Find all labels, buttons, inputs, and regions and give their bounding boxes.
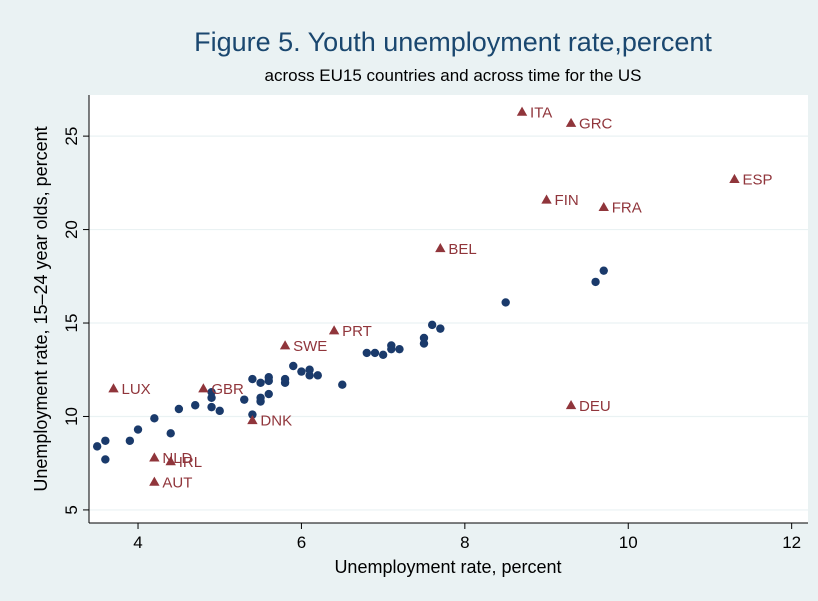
us-data-point	[501, 298, 510, 307]
point-label: IRL	[179, 454, 202, 471]
point-label: PRT	[342, 323, 372, 340]
point-label: FRA	[612, 200, 642, 217]
eu-country-point	[565, 117, 577, 127]
us-data-point	[256, 378, 265, 388]
point-label: GRC	[579, 116, 613, 133]
us-data-point	[150, 414, 159, 423]
y-tick-label: 10	[62, 407, 81, 426]
us-data-point	[207, 393, 216, 402]
point-label: ESP	[742, 172, 772, 189]
y-tick-label: 5	[62, 505, 81, 514]
us-data-point	[191, 401, 200, 410]
point-label: DEU	[579, 398, 611, 415]
us-data-point	[174, 404, 184, 414]
eu-country-point	[565, 400, 577, 410]
us-data-point	[264, 376, 273, 386]
us-data-point	[378, 350, 388, 359]
y-tick-label: 15	[62, 314, 81, 333]
us-data-point	[125, 436, 135, 445]
axis-ticks: 5 10 15 20 25 4 6 8 10 12	[62, 127, 801, 552]
us-data-point	[133, 425, 143, 434]
us-data-point	[436, 324, 445, 333]
x-tick-label: 10	[619, 533, 638, 552]
us-data-point	[264, 389, 273, 399]
us-data-point	[591, 277, 600, 287]
us-data-point	[101, 455, 110, 464]
point-label: NLD	[162, 450, 192, 467]
us-data-point	[280, 378, 290, 388]
eu-country-point	[598, 201, 609, 212]
us-data-point	[370, 348, 380, 358]
point-labels: ITA GRC ESP FIN FRA BEL PRT SWE LUX GBR DEU DNK NLDI…	[122, 104, 773, 491]
us-data-point	[289, 361, 298, 371]
eu-country-point	[165, 456, 176, 466]
chart-subtitle: across EU15 countries and across time fo…	[265, 66, 642, 85]
us-data-point	[313, 371, 322, 380]
us-data-point	[207, 402, 216, 412]
eu-country-point	[516, 106, 528, 116]
point-label: BEL	[448, 241, 476, 258]
point-label: AUT	[162, 474, 192, 491]
point-label: LUX	[122, 381, 151, 398]
eu-country-point	[435, 243, 446, 253]
us-data-point	[362, 348, 371, 358]
us-data-point	[248, 374, 257, 384]
us-data-point	[166, 429, 175, 438]
eu-country-point	[149, 452, 160, 462]
y-axis-title: Unemployment rate, 15–24 year olds, perc…	[31, 126, 51, 491]
x-tick-label: 6	[297, 533, 306, 552]
us-data-point	[297, 367, 306, 376]
point-label: GBR	[211, 381, 244, 398]
point-label: DNK	[260, 413, 292, 430]
x-tick-label: 12	[782, 533, 801, 552]
us-data-point	[92, 442, 102, 451]
eu-country-point	[328, 325, 340, 335]
x-tick-label: 8	[460, 533, 469, 552]
us-data-point	[387, 344, 396, 354]
us-data-point	[599, 266, 608, 275]
us-data-point	[101, 436, 110, 445]
us-data-point	[248, 410, 257, 419]
eu-country-point	[108, 383, 119, 393]
plot-area	[89, 95, 808, 523]
data-marks	[92, 106, 740, 486]
eu-country-point	[247, 415, 258, 425]
x-tick-label: 4	[133, 533, 142, 552]
eu-country-point	[149, 476, 160, 486]
us-data-point	[395, 344, 404, 354]
eu-country-point	[279, 340, 291, 350]
us-data-point	[305, 371, 314, 380]
eu-country-point	[729, 173, 740, 184]
eu-country-point	[198, 383, 209, 393]
point-label: FIN	[555, 192, 579, 209]
us-data-point	[256, 397, 265, 406]
y-tick-label: 20	[62, 220, 81, 239]
us-data-point	[215, 406, 224, 416]
eu-country-point	[541, 194, 552, 204]
us-data-point	[338, 380, 347, 389]
point-label: ITA	[530, 104, 552, 121]
gridlines	[89, 135, 808, 511]
point-label: SWE	[293, 338, 327, 355]
y-tick-label: 25	[62, 127, 81, 146]
us-data-point	[427, 320, 437, 330]
us-data-point	[240, 395, 249, 404]
chart-title: Figure 5. Youth unemployment rate,percen…	[194, 27, 712, 57]
x-axis-title: Unemployment rate, percent	[334, 557, 561, 577]
us-data-point	[419, 339, 429, 348]
